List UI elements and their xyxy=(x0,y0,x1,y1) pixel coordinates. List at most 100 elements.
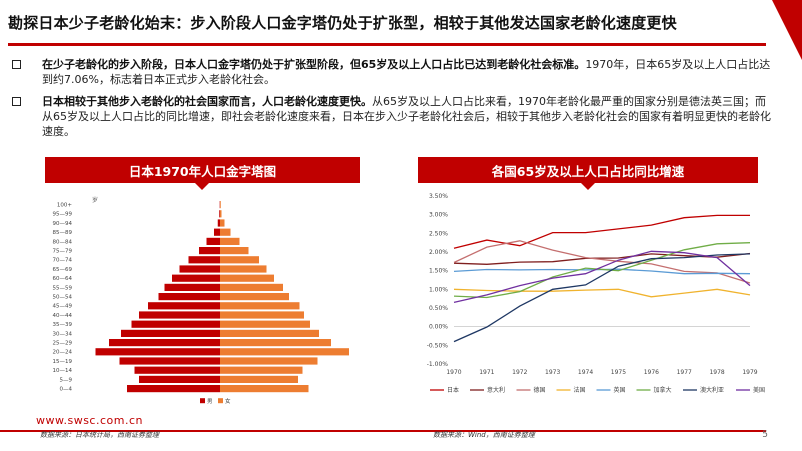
right-panel-pointer xyxy=(581,183,595,190)
legend-female-swatch xyxy=(218,398,223,404)
series-line-澳大利亚 xyxy=(453,253,751,343)
pyramid-age-label: 5—9 xyxy=(60,377,73,383)
x-tick-label: 1972 xyxy=(512,369,527,376)
x-tick-label: 1979 xyxy=(742,369,757,376)
pyramid-age-label: 75—79 xyxy=(53,249,73,255)
legend-label: 法国 xyxy=(574,386,586,394)
footer-url[interactable]: www.swsc.com.cn xyxy=(36,414,143,427)
pyramid-age-label: 80—84 xyxy=(53,239,73,245)
bullet-1: 在少子老龄化的步入阶段，日本人口金字塔仍处于扩张型阶段，但65岁及以上人口占比已… xyxy=(12,57,772,87)
left-panel-pointer xyxy=(195,183,209,190)
pyramid-male-bar xyxy=(158,293,220,301)
series-line-加拿大 xyxy=(453,242,751,299)
pyramid-female-bar xyxy=(220,311,304,319)
pyramid-female-bar xyxy=(220,274,274,282)
pyramid-age-label: 90—94 xyxy=(53,221,73,227)
page-number: 5 xyxy=(762,430,768,440)
x-tick-label: 1973 xyxy=(545,369,560,376)
y-tick-label: 3.50% xyxy=(429,193,448,200)
pyramid-female-bar xyxy=(220,348,349,356)
pyramid-male-bar xyxy=(172,274,220,282)
pyramid-male-bar xyxy=(127,385,220,393)
pyramid-age-label: 55—59 xyxy=(53,285,73,291)
pyramid-age-label: 30—34 xyxy=(53,331,73,337)
pyramid-age-label: 0—4 xyxy=(60,387,73,393)
x-tick-label: 1970 xyxy=(446,369,461,376)
y-tick-label: 1.50% xyxy=(429,268,448,275)
bullet-square-icon xyxy=(12,97,21,106)
pyramid-male-bar xyxy=(219,210,220,218)
pyramid-female-bar xyxy=(220,256,259,264)
x-tick-label: 1977 xyxy=(677,369,692,376)
title-rule xyxy=(8,43,766,46)
pyramid-female-bar xyxy=(220,329,319,337)
pyramid-male-bar xyxy=(188,256,220,264)
pyramid-male-bar xyxy=(164,283,220,291)
pyramid-male-bar xyxy=(214,228,220,236)
pyramid-female-bar xyxy=(220,265,267,273)
pyramid-female-bar xyxy=(220,228,231,236)
pyramid-age-label: 50—54 xyxy=(53,295,73,301)
pyramid-age-label: 20—24 xyxy=(53,350,73,356)
y-tick-label: 1.00% xyxy=(429,286,448,293)
left-source: 数据来源：日本统计局，西南证券整理 xyxy=(40,431,159,439)
pyramid-male-bar xyxy=(148,302,220,310)
population-pyramid-chart: 岁 100+ 95—99 90—94 85—89 80—84 75—79 70—74 65—69… xyxy=(53,196,349,405)
right-source: 数据来源：Wind，西南证券整理 xyxy=(433,431,535,439)
page-title: 勘探日本少子老龄化始末：步入阶段人口金字塔仍处于扩张型，相较于其他发达国家老龄化… xyxy=(8,14,677,32)
legend-label: 德国 xyxy=(534,386,546,394)
pyramid-female-bar xyxy=(220,283,283,291)
legend-label: 美国 xyxy=(753,386,765,394)
right-panel-title: 各国65岁及以上人口占比同比增速 xyxy=(418,157,758,183)
y-tick-label: -0.50% xyxy=(427,342,449,349)
corner-decoration xyxy=(772,0,802,60)
pyramid-age-label: 100+ xyxy=(57,203,72,209)
series-line-美国 xyxy=(453,250,751,304)
legend-label: 澳大利亚 xyxy=(700,386,724,394)
pyramid-male-bar xyxy=(131,320,220,328)
left-panel-title: 日本1970年人口金字塔图 xyxy=(45,157,360,183)
y-tick-label: 2.50% xyxy=(429,230,448,237)
pyramid-age-label: 85—89 xyxy=(53,230,73,236)
pyramid-female-bar xyxy=(220,320,310,328)
pyramid-female-bar xyxy=(220,302,300,310)
pyramid-female-bar xyxy=(220,375,298,383)
y-tick-label: 3.00% xyxy=(429,212,448,219)
pyramid-age-label: 25—29 xyxy=(53,341,73,347)
bullet-2-bold: 日本相较于其他步入老龄化的社会国家而言，人口老龄化速度更快。 xyxy=(42,95,372,108)
y-tick-label: -1.00% xyxy=(427,361,449,368)
pyramid-age-label: 15—19 xyxy=(53,359,73,365)
pyramid-age-label: 70—74 xyxy=(53,258,73,264)
pyramid-male-bar xyxy=(179,265,220,273)
bullet-1-text: 1970年，日本65岁及以上人口占比达到约7.06%，标志着日本正式步入老龄化社… xyxy=(42,58,771,86)
pyramid-age-label: 60—64 xyxy=(53,276,73,282)
legend-male-label: 男 xyxy=(207,398,213,405)
pyramid-age-label: 65—69 xyxy=(53,267,73,273)
series-line-德国 xyxy=(453,240,751,284)
growth-line-chart: 3.50% 3.00% 2.50% 2.00% 1.50% 1.00% 0.50% 0.00%… xyxy=(427,193,765,394)
series-line-日本 xyxy=(453,214,750,249)
pyramid-age-label: 40—44 xyxy=(53,313,73,319)
pyramid-male-bar xyxy=(119,357,220,365)
pyramid-female-bar xyxy=(220,201,221,209)
x-tick-label: 1975 xyxy=(611,369,626,376)
footer-rule xyxy=(0,430,766,432)
bullet-2-text: 从65岁及以上人口占比来看，1970年老龄化最严重的国家分别是德法英三国；而从6… xyxy=(42,95,771,138)
y-tick-label: 2.00% xyxy=(429,249,448,256)
pyramid-male-bar xyxy=(206,237,220,245)
pyramid-age-label: 95—99 xyxy=(53,212,73,218)
pyramid-male-bar xyxy=(95,348,220,356)
pyramid-female-bar xyxy=(220,210,222,218)
pyramid-male-bar xyxy=(121,329,220,337)
y-tick-label: 0.00% xyxy=(429,324,448,331)
legend-label: 日本 xyxy=(447,386,459,394)
bullet-1-bold: 在少子老龄化的步入阶段，日本人口金字塔仍处于扩张型阶段，但65岁及以上人口占比已… xyxy=(42,58,586,71)
legend-male-swatch xyxy=(200,398,205,404)
pyramid-unit-label: 岁 xyxy=(92,196,98,204)
legend-label: 加拿大 xyxy=(654,386,672,394)
bullet-square-icon xyxy=(12,60,21,69)
x-tick-label: 1971 xyxy=(479,369,494,376)
pyramid-female-bar xyxy=(220,385,309,393)
pyramid-male-bar xyxy=(109,339,220,347)
pyramid-male-bar xyxy=(217,219,220,227)
